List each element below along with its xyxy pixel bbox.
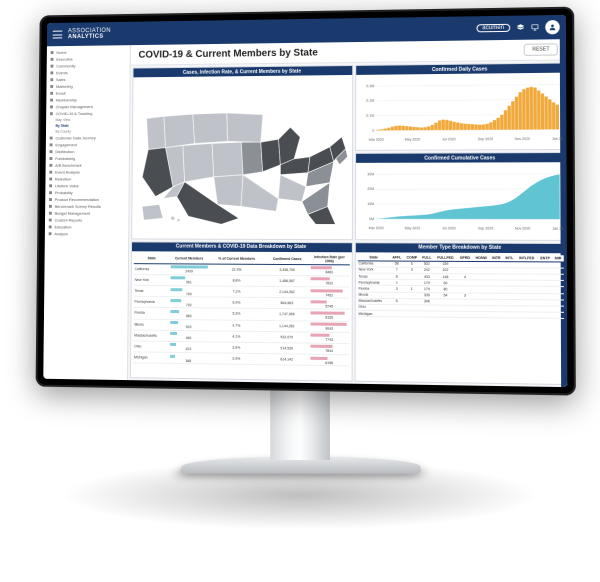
svg-text:Jul 2020: Jul 2020: [442, 226, 456, 230]
svg-text:0M: 0M: [369, 217, 374, 221]
svg-text:May 2020: May 2020: [404, 226, 420, 230]
state-nd-sd-wy[interactable]: [193, 113, 228, 144]
help-icon[interactable]: [516, 24, 524, 32]
state-il[interactable]: [261, 139, 281, 172]
svg-text:0.3M: 0.3M: [366, 84, 374, 88]
svg-text:10M: 10M: [367, 202, 374, 206]
svg-text:0.2M: 0.2M: [366, 99, 374, 103]
svg-text:Jan 2021: Jan 2021: [552, 227, 564, 231]
monitor-stand-neck: [270, 380, 330, 460]
brand-logo: ASSOCIATIONANALYTICS: [68, 28, 111, 40]
cumul-cases-panel: Confirmed Cumulative Cases 0M10M20M30MMa…: [355, 152, 567, 240]
display-icon[interactable]: [531, 23, 539, 31]
page-title: COVID-19 & Current Members by State: [138, 47, 317, 60]
daily-cases-panel: Confirmed Daily Cases 00.1M0.2M0.3MMar 2…: [355, 62, 567, 151]
svg-text:0: 0: [372, 128, 374, 132]
state-mo[interactable]: [241, 142, 263, 175]
state-hi-2[interactable]: [177, 219, 180, 222]
state-ok[interactable]: [214, 175, 243, 207]
sidebar-item[interactable]: Product Recommendation: [47, 196, 127, 203]
menu-icon[interactable]: [53, 31, 63, 39]
reset-button[interactable]: RESET: [524, 43, 558, 56]
main-content: COVID-19 & Current Members by State RESE…: [128, 39, 567, 387]
state-id-mt[interactable]: [164, 114, 195, 147]
state-ak[interactable]: [142, 204, 163, 220]
table-row[interactable]: Michigan: [357, 310, 564, 318]
monitor-frame: ASSOCIATIONANALYTICS acumen HomeExecutiv…: [36, 7, 576, 396]
svg-text:Nov 2020: Nov 2020: [514, 227, 530, 231]
state-wa-or[interactable]: [146, 116, 165, 149]
table-row[interactable]: Michigan3683.4%614,1426158: [133, 352, 349, 366]
state-ne-ks[interactable]: [212, 142, 243, 177]
svg-text:0.1M: 0.1M: [366, 114, 374, 118]
svg-text:Nov 2020: Nov 2020: [514, 137, 530, 141]
svg-text:May 2020: May 2020: [404, 137, 420, 141]
svg-text:30M: 30M: [367, 173, 374, 177]
us-map[interactable]: [132, 75, 352, 239]
svg-text:Sep 2020: Sep 2020: [477, 137, 493, 141]
avatar[interactable]: [545, 20, 560, 34]
state-hi[interactable]: [171, 216, 175, 220]
svg-text:20M: 20M: [367, 187, 374, 191]
sidebar-item[interactable]: Probability: [47, 189, 127, 196]
members-covid-table-panel: Current Members & COVID-19 Data Breakdow…: [130, 241, 353, 382]
product-badge: acumen: [476, 24, 510, 33]
sidebar: HomeExecutiveCommunityEventsSalesMarketi…: [43, 45, 131, 380]
sidebar-item[interactable]: Analyze: [47, 230, 127, 237]
daily-cases-chart[interactable]: 0 0.1M 0.2M 0.3M Mar 2020 May 2020 Jul 2020 Sep…: [358, 75, 564, 148]
state-mn-wi[interactable]: [227, 113, 263, 143]
svg-text:Mar 2020: Mar 2020: [368, 226, 383, 230]
screen: ASSOCIATIONANALYTICS acumen HomeExecutiv…: [43, 15, 567, 387]
cumul-cases-chart[interactable]: 0M 10M 20M 30M Mar 2020 May 2020 Jul 2020 Sep 2…: [358, 165, 564, 238]
state-ut-co[interactable]: [183, 143, 214, 181]
svg-text:Jan 2021: Jan 2021: [552, 136, 564, 140]
map-panel: Cases, Infection Rate, & Current Members…: [131, 65, 353, 240]
state-ar-ms-al[interactable]: [241, 175, 278, 212]
member-type-table-panel: Member Type Breakdown by State StateAFFL…: [354, 242, 567, 385]
members-covid-table[interactable]: StateCurrent Members% of Current Members…: [133, 253, 349, 367]
svg-text:Mar 2020: Mar 2020: [368, 137, 383, 141]
member-type-table[interactable]: StateAFFLCOMPFULLFULLFEDGPRDHONWINTRINTL…: [357, 254, 564, 319]
state-tn-ky[interactable]: [278, 175, 306, 202]
svg-text:Sep 2020: Sep 2020: [478, 226, 494, 230]
user-icon: [548, 23, 556, 31]
svg-text:Jul 2020: Jul 2020: [442, 137, 456, 141]
sidebar-item[interactable]: Benchmark Survey Results: [47, 203, 127, 210]
